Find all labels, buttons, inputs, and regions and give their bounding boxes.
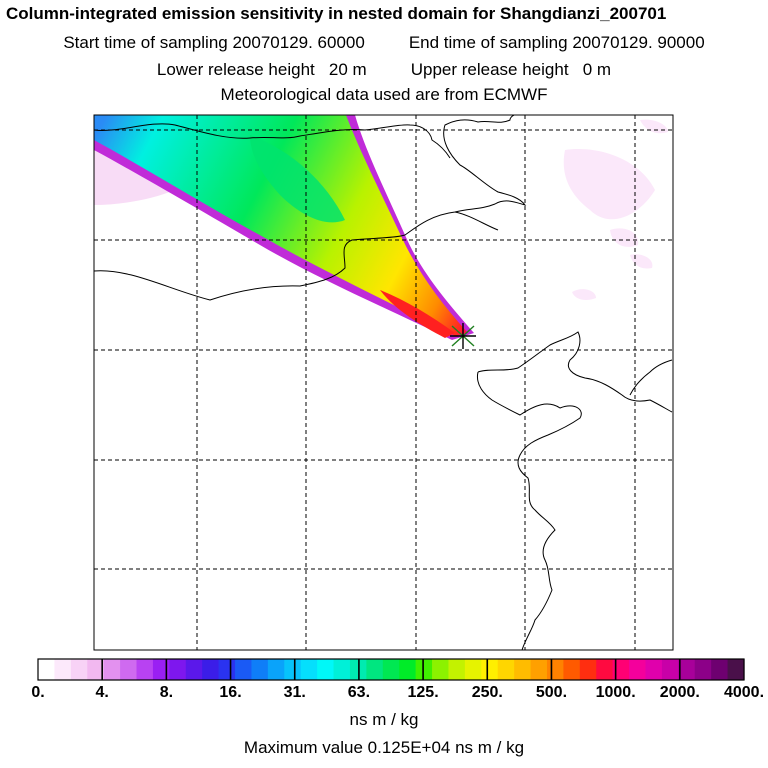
colorbar-cell	[120, 659, 138, 680]
colorbar-cell	[448, 659, 466, 680]
colorbar-cell	[661, 659, 679, 680]
colorbar-cell	[694, 659, 712, 680]
colorbar-cell	[185, 659, 203, 680]
colorbar-cell	[300, 659, 318, 680]
colorbar-cell	[497, 659, 515, 680]
colorbar-cell	[103, 659, 121, 680]
colorbar-tick-label: 63.	[347, 684, 371, 701]
lower-label: Lower release height	[156, 60, 315, 79]
release-height-line: Lower release height 20 m Upper release h…	[0, 60, 768, 80]
lower-value: 20 m	[328, 60, 367, 79]
colorbar-cell	[136, 659, 154, 680]
end-value: 20070129. 90000	[572, 33, 705, 52]
colorbar-cell	[678, 659, 696, 680]
max-value-text: Maximum value 0.125E+04 ns m / kg	[243, 738, 525, 757]
low-sensitivity-patch	[610, 228, 639, 247]
colorbar-cell	[284, 659, 302, 680]
colorbar-cell	[235, 659, 253, 680]
end-label: End time of sampling	[408, 33, 568, 52]
colorbar-tick-label: 0.	[31, 684, 45, 701]
coastline	[94, 115, 527, 301]
colorbar-cell	[366, 659, 384, 680]
colorbar-cell	[629, 659, 647, 680]
plume-hot-zone	[380, 290, 455, 338]
met-data-line: Meteorological data used are from ECMWF	[220, 85, 548, 104]
chart-title: Column-integrated emission sensitivity i…	[6, 4, 667, 23]
colorbar-cell	[514, 659, 532, 680]
map-grid	[94, 115, 673, 650]
colorbar-cell	[546, 659, 564, 680]
plume-inner-zone	[250, 135, 345, 223]
low-sensitivity-patch	[563, 149, 655, 220]
colorbar-tick-label: 1000.	[595, 684, 636, 701]
upper-value: 0 m	[582, 60, 612, 79]
colorbar-tick-label: 8.	[159, 684, 174, 701]
colorbar-cell	[579, 659, 597, 680]
colorbar-cell	[399, 659, 417, 680]
colorbar-cell	[563, 659, 581, 680]
coastlines	[94, 115, 673, 650]
colorbar-tick-label: 16.	[219, 684, 242, 701]
coastline	[454, 211, 499, 231]
low-sensitivity-patch	[630, 254, 653, 269]
low-sensitivity-patch	[572, 289, 596, 300]
colorbar-cell	[317, 659, 335, 680]
upper-label: Upper release height	[410, 60, 569, 79]
colorbar	[38, 659, 745, 680]
coastline	[476, 371, 582, 650]
colorbar-cell	[382, 659, 400, 680]
colorbar-cell	[432, 659, 450, 680]
colorbar-border	[37, 658, 745, 681]
colorbar-cell	[612, 659, 630, 680]
release-site-marker	[450, 323, 476, 349]
sampling-time-line: Start time of sampling 20070129. 60000 En…	[0, 33, 768, 53]
map-plot-area	[94, 115, 673, 650]
colorbar-tick-label: 125.	[407, 684, 439, 701]
colorbar-cell	[38, 659, 56, 680]
colorbar-cell	[54, 659, 72, 680]
colorbar-cell	[481, 659, 499, 680]
start-label: Start time of sampling	[63, 33, 228, 52]
colorbar-tick-dividers	[101, 659, 681, 680]
colorbar-cell	[169, 659, 187, 680]
colorbar-tick-label: 31.	[283, 684, 306, 701]
colorbar-cell	[267, 659, 285, 680]
colorbar-cell	[464, 659, 482, 680]
colorbar-cell	[530, 659, 548, 680]
colorbar-tick-label: 4.	[95, 684, 109, 701]
coastline	[477, 331, 673, 413]
colorbar-cell	[87, 659, 105, 680]
coastline	[94, 123, 451, 159]
low-sensitivity-patch	[640, 119, 668, 134]
coastline	[629, 359, 673, 396]
colorbar-tick-label: 4000.	[723, 684, 765, 701]
colorbar-tick-label: 250.	[471, 684, 503, 701]
plume-core	[94, 115, 468, 336]
colorbar-cell	[645, 659, 663, 680]
colorbar-cell	[251, 659, 269, 680]
colorbar-cell	[333, 659, 351, 680]
colorbar-cell	[152, 659, 170, 680]
colorbar-cell	[596, 659, 614, 680]
colorbar-cell	[70, 659, 88, 680]
map-frame	[93, 114, 674, 651]
colorbar-cell	[202, 659, 220, 680]
start-value: 20070129. 60000	[232, 33, 365, 52]
colorbar-cell	[415, 659, 433, 680]
colorbar-cell	[727, 659, 745, 680]
colorbar-tick-label: 500.	[535, 684, 568, 701]
colorbar-tick-label: 2000.	[659, 684, 700, 701]
colorbar-cell	[218, 659, 236, 680]
colorbar-unit: ns m / kg	[349, 710, 419, 729]
colorbar-cell	[711, 659, 729, 680]
